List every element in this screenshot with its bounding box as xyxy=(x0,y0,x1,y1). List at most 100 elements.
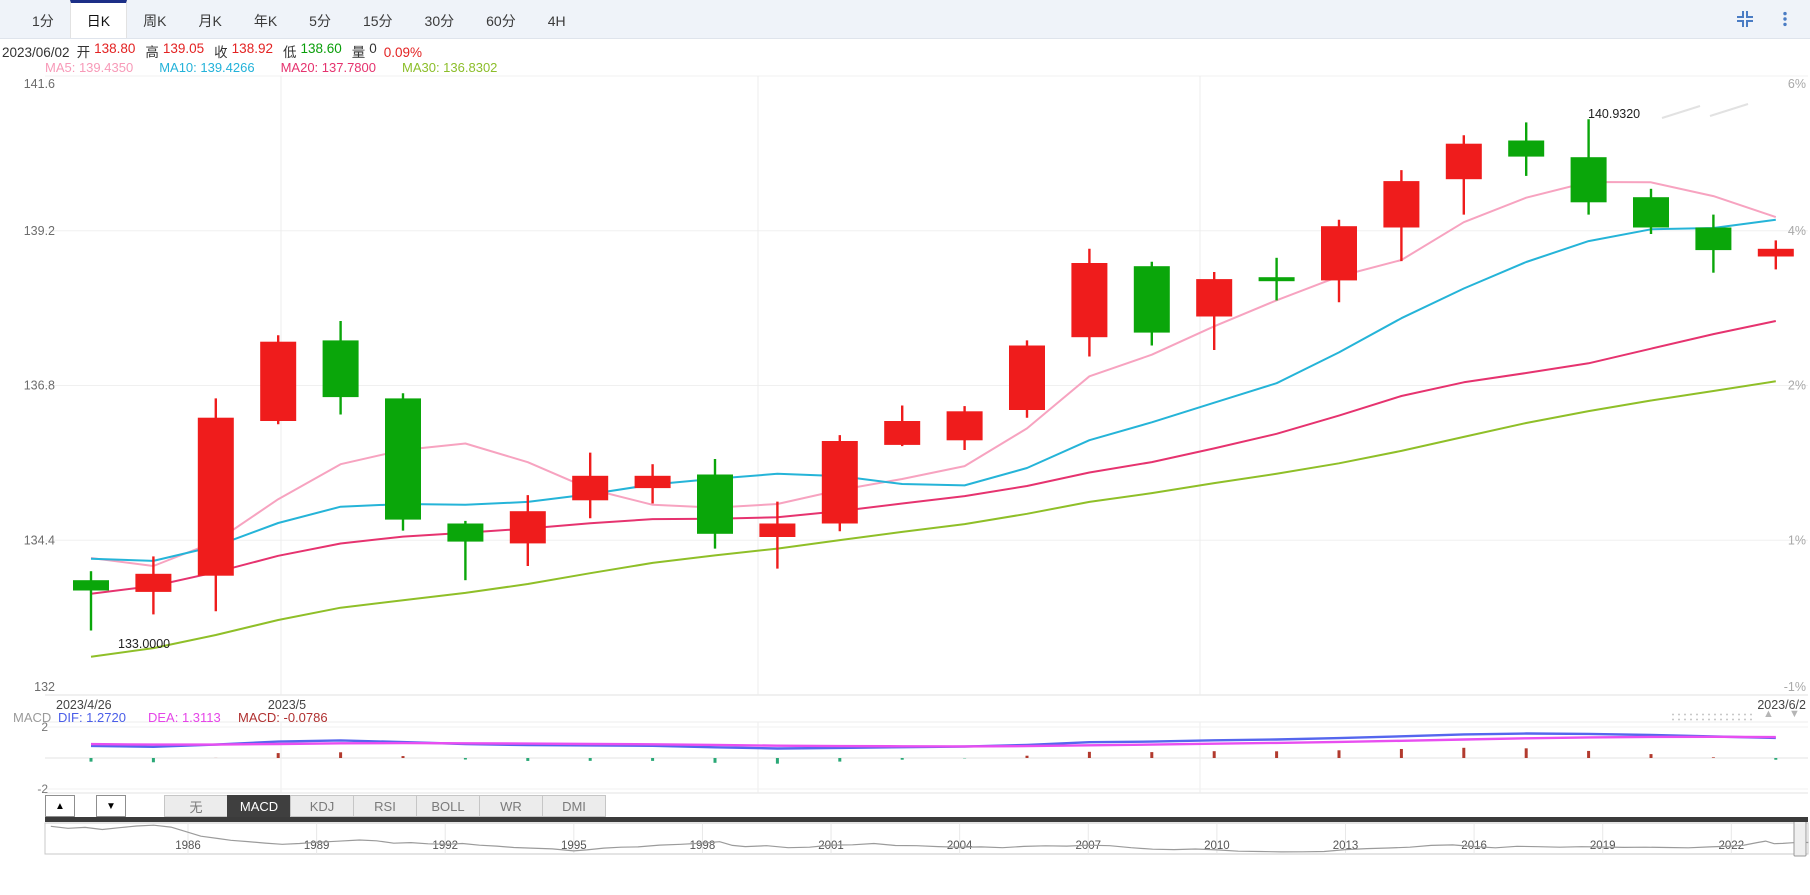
indicator-tab-wr[interactable]: WR xyxy=(479,795,543,817)
navigator-box[interactable] xyxy=(44,822,1809,855)
period-tab-2[interactable]: 周K xyxy=(143,12,167,29)
candle-5/24[interactable] xyxy=(1321,219,1357,303)
navigator-year-label: 2001 xyxy=(818,840,844,852)
percent-axis-label: -1% xyxy=(1784,680,1806,694)
price-annotation: 140.9320 xyxy=(1588,107,1640,121)
macd-dea-line xyxy=(90,735,1776,748)
change-percent: 0.09% xyxy=(383,45,423,60)
indicator-scroll-down-button[interactable]: ▼ xyxy=(96,795,126,817)
candle-4/28[interactable] xyxy=(197,398,234,612)
ohlc-field-0: 开 138.80 xyxy=(77,41,136,61)
candle-5/10[interactable] xyxy=(697,459,733,549)
pane-resize-handle[interactable] xyxy=(1670,712,1756,721)
ohlc-field-value: 138.60 xyxy=(300,41,342,56)
navigator-year-label: 1992 xyxy=(432,840,458,852)
macd-axis-label: -2 xyxy=(37,782,48,796)
candle-body xyxy=(197,417,234,576)
price-axis-label: 136.8 xyxy=(24,379,55,393)
macd-axis-label: 2 xyxy=(41,720,48,734)
ohlc-field-value: 138.80 xyxy=(94,41,136,56)
percent-axis-label: 6% xyxy=(1788,77,1806,91)
ohlc-field-value: 0 xyxy=(369,41,377,56)
candle-5/3[interactable] xyxy=(385,393,421,531)
candle-5/16[interactable] xyxy=(946,406,983,450)
percent-axis-label: 1% xyxy=(1788,533,1806,547)
period-tab-7[interactable]: 30分 xyxy=(424,12,455,29)
candle-body xyxy=(1133,266,1170,333)
candle-body xyxy=(73,580,109,591)
ohlc-field-3: 低 138.60 xyxy=(283,41,342,61)
candle-5/8[interactable] xyxy=(572,452,609,519)
candle-4/27[interactable] xyxy=(135,556,172,615)
period-tab-3[interactable]: 月K xyxy=(198,12,222,29)
pane-collapse-down-icon[interactable]: ▼ xyxy=(1789,708,1800,720)
navigator-top-divider xyxy=(45,817,1808,822)
price-axis-label: 132 xyxy=(34,680,55,694)
candle-body xyxy=(385,398,421,520)
candle-body xyxy=(447,523,484,542)
candle-5/25[interactable] xyxy=(1383,170,1420,262)
navigator-year-label: 1986 xyxy=(175,840,201,852)
navigator-year-label: 2019 xyxy=(1590,840,1616,852)
quote-date: 2023/06/02 xyxy=(2,45,70,60)
candle-5/2[interactable] xyxy=(322,321,359,415)
indicator-tab-macd[interactable]: MACD xyxy=(227,795,291,817)
candle-6/1[interactable] xyxy=(1695,214,1732,273)
price-axis-label: 139.2 xyxy=(24,224,55,238)
ohlc-field-2: 收 138.92 xyxy=(214,41,273,61)
candle-5/29[interactable] xyxy=(1508,122,1545,176)
candle-5/5[interactable] xyxy=(509,495,546,566)
candle-body xyxy=(322,340,359,398)
ma-value-ma30: MA30: 136.8302 xyxy=(402,60,498,75)
candle-5/1[interactable] xyxy=(260,335,297,425)
period-tabs: 1分 日K 周K 月K 年K 5分 15分 30分 60分 4H xyxy=(0,0,582,38)
candle-5/23[interactable] xyxy=(1258,257,1295,301)
indicator-tab-dmi[interactable]: DMI xyxy=(542,795,606,817)
ohlc-field-label: 低 xyxy=(282,45,297,60)
ma30-line xyxy=(90,380,1776,658)
candle-5/18[interactable] xyxy=(1071,248,1108,357)
indicator-scroll-up-button[interactable]: ▲ xyxy=(45,795,75,817)
indicator-tab-无[interactable]: 无 xyxy=(164,795,228,817)
candle-5/11[interactable] xyxy=(759,501,796,569)
candle-5/22[interactable] xyxy=(1196,272,1233,350)
candle-body xyxy=(697,474,733,534)
candle-4/26[interactable] xyxy=(73,571,109,631)
more-menu-icon[interactable] xyxy=(1774,8,1796,30)
period-tab-1[interactable]: 日K xyxy=(69,0,128,38)
ohlc-field-label: 开 xyxy=(76,45,91,60)
candle-5/15[interactable] xyxy=(884,405,921,447)
candle-5/12[interactable] xyxy=(821,435,858,532)
watermark-mark xyxy=(1661,105,1701,119)
period-tab-9[interactable]: 4H xyxy=(547,12,566,29)
indicator-tab-boll[interactable]: BOLL xyxy=(416,795,480,817)
candle-5/19[interactable] xyxy=(1133,261,1170,346)
indicator-tab-kdj[interactable]: KDJ xyxy=(290,795,354,817)
pane-collapse-up-icon[interactable]: ▲ xyxy=(1763,708,1774,720)
period-tab-5[interactable]: 5分 xyxy=(309,12,331,29)
candle-5/4[interactable] xyxy=(447,520,484,581)
candle-5/30[interactable] xyxy=(1570,119,1607,215)
candle-5/26[interactable] xyxy=(1445,135,1482,215)
price-axis-label: 141.6 xyxy=(24,77,55,91)
navigator-year-label: 2010 xyxy=(1204,840,1230,852)
percent-axis-label: 4% xyxy=(1788,224,1806,238)
period-tab-6[interactable]: 15分 xyxy=(362,12,393,29)
period-tab-4[interactable]: 年K xyxy=(253,12,278,29)
candle-5/9[interactable] xyxy=(634,464,671,504)
period-tab-8[interactable]: 60分 xyxy=(486,12,516,29)
candle-5/17[interactable] xyxy=(1009,340,1045,418)
collapse-icon[interactable] xyxy=(1734,8,1756,30)
period-tab-0[interactable]: 1分 xyxy=(32,12,54,29)
period-tab-bar: 1分 日K 周K 月K 年K 5分 15分 30分 60分 4H xyxy=(0,0,1810,39)
navigator-range-handle[interactable] xyxy=(1793,820,1807,857)
candle-6/2[interactable] xyxy=(1757,240,1794,270)
candle-body xyxy=(1570,157,1607,203)
candle-5/31[interactable] xyxy=(1633,188,1669,234)
watermark-mark xyxy=(1709,103,1749,117)
candle-body xyxy=(1071,263,1108,338)
indicator-tab-rsi[interactable]: RSI xyxy=(353,795,417,817)
